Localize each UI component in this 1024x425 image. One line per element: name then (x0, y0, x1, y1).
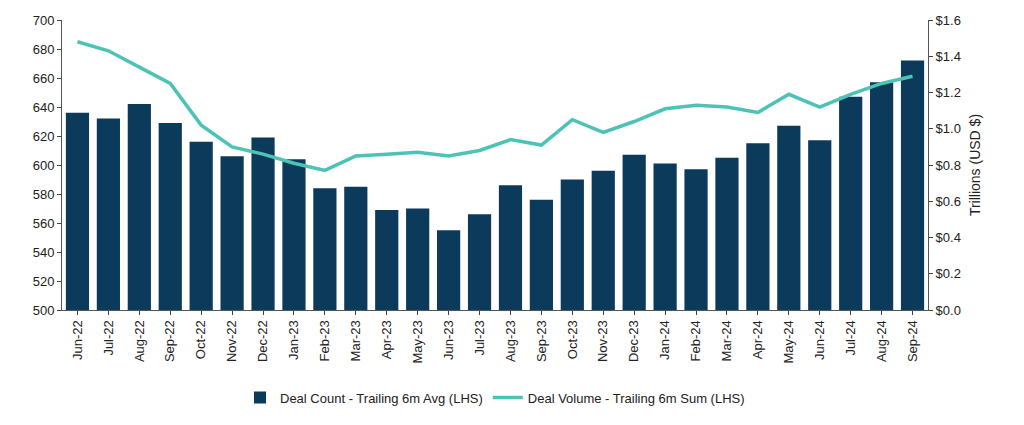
svg-text:May-23: May-23 (410, 320, 425, 363)
svg-text:$0.6: $0.6 (936, 194, 961, 209)
svg-text:Jul-22: Jul-22 (101, 320, 116, 355)
svg-text:Sep-22: Sep-22 (162, 320, 177, 362)
svg-text:May-24: May-24 (781, 320, 796, 363)
svg-text:$1.2: $1.2 (936, 85, 961, 100)
svg-text:680: 680 (33, 42, 55, 57)
svg-text:$1.0: $1.0 (936, 121, 961, 136)
svg-text:Oct-23: Oct-23 (565, 320, 580, 359)
svg-text:520: 520 (33, 274, 55, 289)
svg-text:Dec-22: Dec-22 (255, 320, 270, 362)
svg-text:Nov-23: Nov-23 (595, 320, 610, 362)
svg-text:Deal Volume - Trailing 6m Sum: Deal Volume - Trailing 6m Sum (LHS) (528, 391, 745, 406)
svg-text:Oct-22: Oct-22 (193, 320, 208, 359)
svg-text:Mar-23: Mar-23 (348, 320, 363, 361)
svg-text:Feb-24: Feb-24 (688, 320, 703, 361)
svg-text:Mar-24: Mar-24 (719, 320, 734, 361)
svg-text:620: 620 (33, 129, 55, 144)
svg-text:560: 560 (33, 216, 55, 231)
svg-text:600: 600 (33, 158, 55, 173)
svg-text:$1.6: $1.6 (936, 13, 961, 28)
svg-text:Jan-24: Jan-24 (657, 320, 672, 360)
svg-text:Apr-24: Apr-24 (750, 320, 765, 359)
svg-text:Aug-23: Aug-23 (503, 320, 518, 362)
svg-text:Apr-23: Apr-23 (379, 320, 394, 359)
svg-text:580: 580 (33, 187, 55, 202)
svg-text:Deal Count - Trailing 6m Avg (: Deal Count - Trailing 6m Avg (LHS) (280, 391, 483, 406)
svg-text:$0.8: $0.8 (936, 158, 961, 173)
svg-text:$1.4: $1.4 (936, 49, 961, 64)
svg-text:$0.0: $0.0 (936, 303, 961, 318)
svg-text:Aug-22: Aug-22 (132, 320, 147, 362)
svg-text:Jan-23: Jan-23 (286, 320, 301, 360)
svg-text:700: 700 (33, 13, 55, 28)
svg-text:Jul-24: Jul-24 (843, 320, 858, 355)
svg-text:Dec-23: Dec-23 (626, 320, 641, 362)
svg-text:$0.4: $0.4 (936, 230, 961, 245)
svg-text:Nov-22: Nov-22 (224, 320, 239, 362)
svg-text:Aug-24: Aug-24 (874, 320, 889, 362)
svg-text:Feb-23: Feb-23 (317, 320, 332, 361)
svg-text:500: 500 (33, 303, 55, 318)
svg-text:Jun-24: Jun-24 (812, 320, 827, 360)
svg-text:540: 540 (33, 245, 55, 260)
svg-text:Jun-23: Jun-23 (441, 320, 456, 360)
svg-text:Sep-24: Sep-24 (905, 320, 920, 362)
svg-text:660: 660 (33, 71, 55, 86)
svg-text:$0.2: $0.2 (936, 266, 961, 281)
svg-text:Trillions (USD $): Trillions (USD $) (967, 114, 983, 216)
svg-text:640: 640 (33, 100, 55, 115)
svg-text:Jul-23: Jul-23 (472, 320, 487, 355)
svg-text:Sep-23: Sep-23 (534, 320, 549, 362)
svg-text:Jun-22: Jun-22 (70, 320, 85, 360)
